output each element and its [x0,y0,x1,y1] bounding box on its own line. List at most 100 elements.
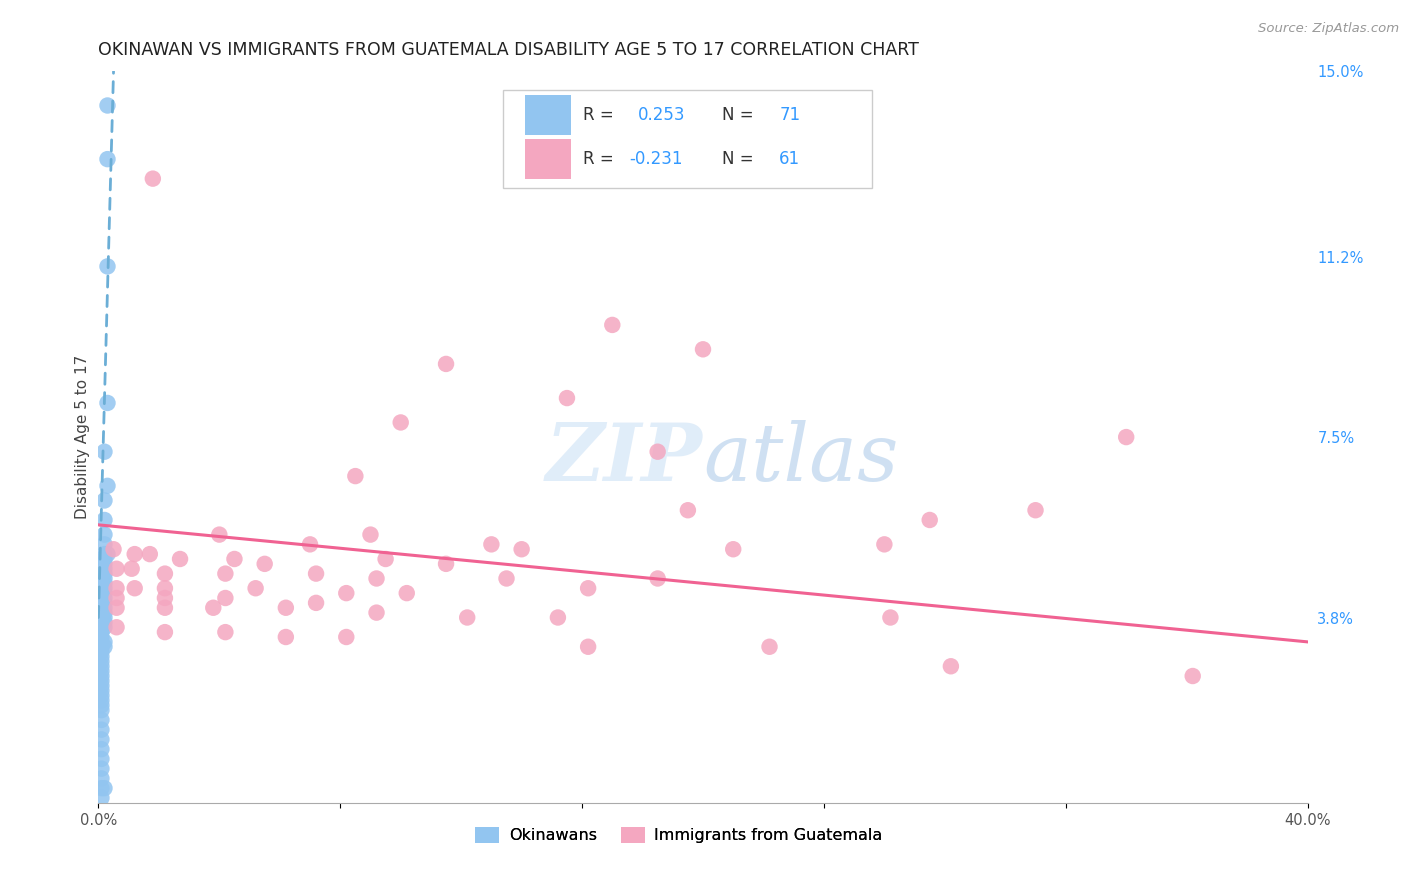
Point [647,572,669,586]
Point [723,542,745,557]
Point [96,152,118,166]
Point [90,742,112,756]
Point [105,620,128,634]
Legend: Okinawans, Immigrants from Guatemala: Okinawans, Immigrants from Guatemala [468,821,889,850]
Point [90,586,112,600]
Point [90,683,112,698]
Point [93,600,115,615]
Point [274,630,297,644]
Point [224,552,246,566]
Point [90,562,112,576]
Point [305,596,328,610]
Point [90,572,112,586]
Point [90,581,112,595]
Point [169,552,191,566]
Point [1115,430,1137,444]
Point [214,591,236,605]
Point [93,493,115,508]
Point [90,591,112,605]
Text: N =: N = [723,106,759,124]
Text: ZIP: ZIP [546,420,703,498]
Point [90,649,112,664]
Point [105,562,128,576]
FancyBboxPatch shape [503,90,872,188]
Point [90,664,112,678]
Point [758,640,780,654]
Point [90,606,112,620]
Point [93,591,115,605]
Point [434,357,457,371]
Point [90,693,112,707]
Point [153,566,176,581]
Point [90,625,112,640]
Point [90,620,112,634]
Point [96,547,118,561]
Point [90,781,112,796]
Point [389,416,412,430]
Text: N =: N = [723,150,759,168]
Point [93,562,115,576]
Point [96,479,118,493]
Point [90,654,112,668]
Point [253,557,276,571]
Point [153,625,176,640]
Point [245,581,267,595]
Point [103,542,125,557]
Point [96,260,118,274]
Point [90,552,112,566]
Point [90,615,112,630]
Point [395,586,418,600]
Point [90,610,112,624]
Point [335,586,357,600]
Point [93,586,115,600]
Point [93,513,115,527]
Y-axis label: Disability Age 5 to 17: Disability Age 5 to 17 [75,355,90,519]
Point [576,581,599,595]
Point [1024,503,1046,517]
Point [90,635,112,649]
Point [93,537,115,551]
Point [547,610,569,624]
Point [555,391,578,405]
Point [576,640,599,654]
Point [93,566,115,581]
FancyBboxPatch shape [526,95,571,136]
Point [124,547,146,561]
Point [90,679,112,693]
Point [90,596,112,610]
Point [214,625,236,640]
Point [208,527,231,541]
Point [124,581,146,595]
Point [335,630,357,644]
Point [873,537,896,551]
Text: 61: 61 [779,150,800,168]
Point [305,566,328,581]
Point [142,171,165,186]
Point [93,581,115,595]
Text: R =: R = [583,150,619,168]
Point [93,781,115,796]
Point [692,343,714,357]
Point [495,572,517,586]
Point [344,469,367,483]
Text: Source: ZipAtlas.com: Source: ZipAtlas.com [1258,22,1399,36]
Point [90,659,112,673]
Point [105,581,128,595]
Point [90,600,112,615]
Point [90,713,112,727]
Point [1181,669,1204,683]
Point [153,600,176,615]
Point [93,576,115,591]
Point [939,659,962,673]
Point [90,703,112,717]
Point [96,396,118,410]
Point [93,606,115,620]
Point [602,318,624,332]
Point [90,732,112,747]
Point [90,698,112,713]
Point [274,600,297,615]
Point [374,552,396,566]
Point [90,752,112,766]
Point [153,591,176,605]
Point [93,620,115,634]
